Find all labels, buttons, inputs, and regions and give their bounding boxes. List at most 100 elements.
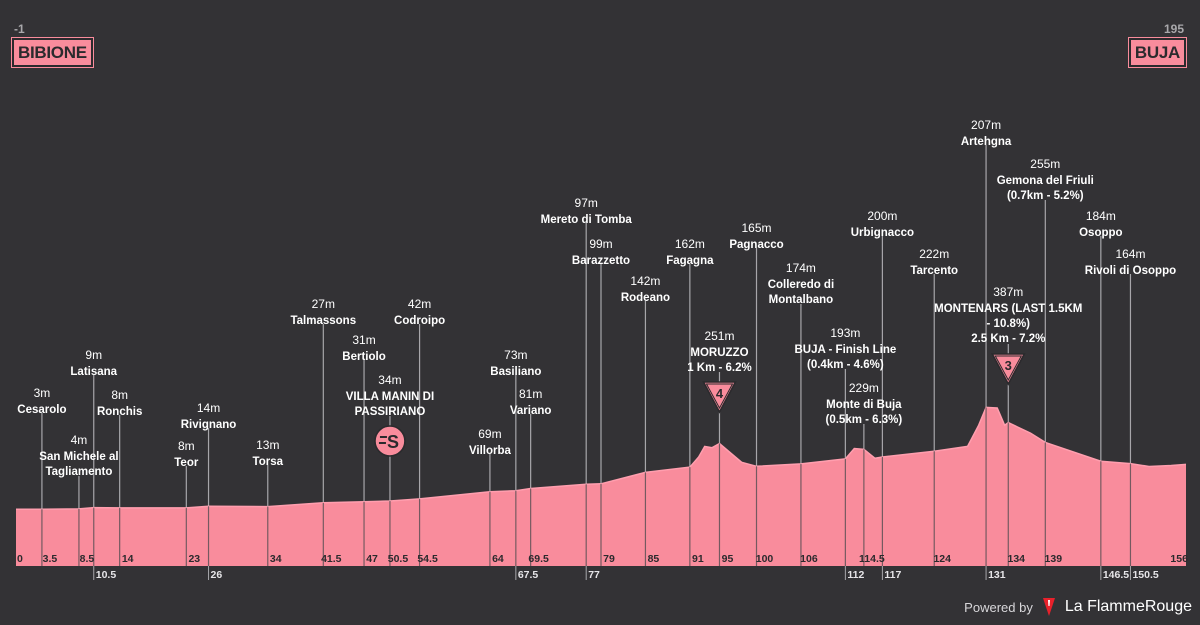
kom-marker-inner-icon (994, 355, 1023, 382)
waypoint-name: VILLA MANIN DI (346, 391, 434, 403)
waypoint-altitude: 162m (675, 237, 705, 251)
km-tick-label-below: 150.5 (1132, 569, 1158, 581)
flamme-rouge-logo-icon (1042, 598, 1055, 616)
waypoint-label: 162m Fagagna (666, 237, 714, 267)
waypoint-altitude: 387m (993, 285, 1023, 299)
km-tick-label: 14 (122, 553, 134, 565)
km-tick-label: 0 (17, 553, 23, 565)
waypoint-name: Mereto di Tomba (541, 214, 633, 226)
waypoint-label: 27m Talmassons (290, 297, 356, 327)
waypoint-name: Teor (174, 457, 199, 469)
km-tick-label: 95 (722, 553, 734, 565)
waypoint-altitude: 142m (630, 274, 660, 288)
km-tick-label: 23 (188, 553, 200, 565)
waypoint-name: MORUZZO (690, 347, 748, 359)
km-tick-label: 139 (1045, 553, 1063, 565)
kom-marker-inner-icon (705, 383, 734, 410)
waypoint-name: Barazzetto (572, 255, 630, 267)
waypoint-altitude: 99m (589, 237, 612, 251)
waypoint-name: Fagagna (666, 255, 714, 267)
waypoint-name: 1 Km - 6.2% (687, 362, 752, 374)
waypoint-name: Variano (510, 405, 552, 417)
waypoint-name: MONTENARS (LAST 1.5KM (934, 303, 1082, 315)
waypoint-name: (0.4km - 4.6%) (807, 359, 884, 371)
waypoint-name: Urbignacco (851, 227, 914, 239)
waypoint-label: 69m Villorba (469, 427, 512, 457)
kom-category-label: 4 (716, 386, 724, 401)
waypoint-label: 164m Rivoli di Osoppo (1085, 247, 1176, 277)
waypoint-name: Tagliamento (45, 466, 112, 478)
waypoint-label: 31m Bertiolo (342, 333, 385, 363)
waypoint-label: 174m Colleredo di Montalbano (768, 261, 834, 306)
km-tick-label-below: 10.5 (96, 569, 117, 581)
waypoint-label: 13m Torsa (253, 438, 284, 468)
waypoint-altitude: 97m (575, 196, 598, 210)
waypoint-altitude: 3m (34, 386, 51, 400)
waypoint-label: 3m Cesarolo (17, 386, 66, 416)
waypoint-label: 9m Latisana (70, 348, 117, 378)
kom-category-label: 3 (1005, 358, 1012, 373)
waypoint-labels: 3m Cesarolo 4m San Michele al Tagliamento 9m L… (17, 118, 1176, 478)
waypoint-altitude: 184m (1086, 209, 1116, 223)
km-tick-label: 106 (800, 553, 818, 565)
finish-km-label: 195 (1163, 22, 1184, 36)
brand-name: La FlammeRouge (1064, 598, 1192, 615)
waypoint-name: San Michele al (39, 451, 118, 463)
waypoint-name: Rodeano (621, 292, 670, 304)
waypoint-altitude: 73m (504, 348, 527, 362)
waypoint-label: 229m Monte di Buja (0.5km - 6.3%) (826, 381, 903, 426)
waypoint-name: (0.7km - 5.2%) (1007, 190, 1084, 202)
km-tick-label: 41.5 (321, 553, 342, 565)
powered-by-label: Powered by (964, 599, 1033, 615)
waypoint-label: 387m MONTENARS (LAST 1.5KM - 10.8%) 2.5 Km … (934, 285, 1082, 345)
waypoint-altitude: 4m (71, 433, 88, 447)
waypoint-altitude: 8m (178, 439, 195, 453)
waypoint-altitude: 27m (312, 297, 335, 311)
km-tick-label-below: 67.5 (518, 569, 539, 581)
km-tick-label: 8.5 (80, 553, 95, 565)
waypoint-altitude: 164m (1115, 247, 1145, 261)
waypoint-label: 184m Osoppo (1079, 209, 1122, 239)
waypoint-label: 8m Teor (174, 439, 199, 469)
kom-climb-marker-icon (702, 381, 737, 414)
waypoint-altitude: 81m (519, 387, 542, 401)
waypoint-name: Rivignano (181, 419, 237, 431)
km-tick-label: 79 (603, 553, 615, 565)
km-tick-label: 85 (648, 553, 660, 565)
waypoint-label: 193m BUJA - Finish Line (0.4km - 4.6%) (794, 326, 896, 371)
waypoint-name: Monte di Buja (826, 399, 902, 411)
waypoint-altitude: 14m (197, 401, 220, 415)
waypoint-label: 81m Variano (510, 387, 552, 417)
start-town-box: BIBIONE (12, 38, 93, 67)
climb-and-sprint-markers: S 4 3 (374, 353, 1026, 457)
start-km-label: -1 (14, 22, 25, 36)
km-tick-label: 124 (933, 553, 951, 565)
waypoint-name: Ronchis (97, 406, 142, 418)
footer: Powered by La FlammeRouge (964, 597, 1192, 617)
waypoint-altitude: 193m (830, 326, 860, 340)
waypoint-name: 2.5 Km - 7.2% (971, 333, 1045, 345)
waypoint-name: Rivoli di Osoppo (1085, 265, 1176, 277)
km-tick-label: 3.5 (43, 553, 58, 565)
waypoint-altitude: 31m (352, 333, 375, 347)
waypoint-label: 8m Ronchis (97, 388, 142, 418)
waypoint-name: (0.5km - 6.3%) (826, 414, 903, 426)
waypoint-altitude: 174m (786, 261, 816, 275)
waypoint-name: Montalbano (769, 294, 834, 306)
km-tick-label-below: 117 (884, 569, 901, 581)
waypoint-name: BUJA - Finish Line (794, 344, 896, 356)
km-tick-label: 64 (492, 553, 504, 565)
waypoint-name: Osoppo (1079, 227, 1122, 239)
km-tick-label: 114.5 (859, 553, 885, 565)
waypoint-altitude: 222m (919, 247, 949, 261)
waypoint-label: 34m VILLA MANIN DI PASSIRIANO (346, 373, 434, 418)
waypoint-name: PASSIRIANO (355, 406, 426, 418)
km-tick-label: 100 (756, 553, 774, 565)
finish-town-box: BUJA (1128, 38, 1186, 67)
waypoint-altitude: 165m (741, 221, 771, 235)
waypoint-label: 222m Tarcento (910, 247, 958, 277)
waypoint-altitude: 207m (971, 118, 1001, 132)
waypoint-name: Colleredo di (768, 279, 834, 291)
waypoint-label: 255m Gemona del Friuli (0.7km - 5.2%) (997, 157, 1094, 202)
waypoint-label: 207m Artehgna (961, 118, 1012, 148)
